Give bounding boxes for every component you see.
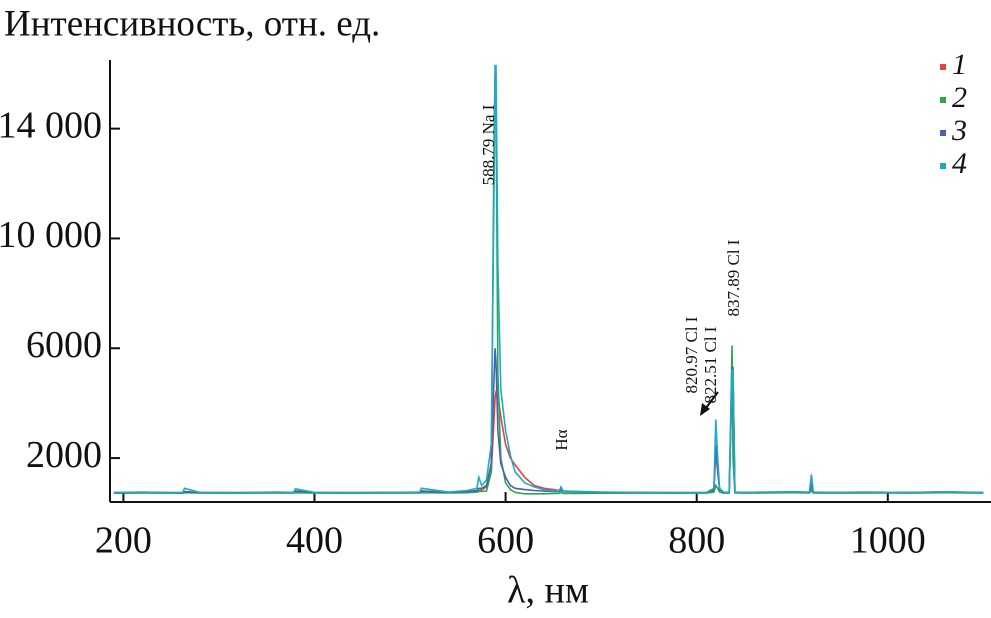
x-tick-label: 200 (95, 520, 152, 562)
spectrum-line (113, 73, 984, 495)
x-tick-label: 800 (668, 520, 725, 562)
spectrum-line (113, 348, 984, 494)
annotation: 588.79 Na I (479, 104, 498, 185)
chart-title: Интенсивность, отн. ед. (4, 3, 380, 44)
arrow (705, 391, 719, 409)
y-tick-label: 14 000 (0, 104, 102, 146)
arrow-head (700, 403, 710, 416)
annotation: 837.89 Cl I (724, 239, 743, 316)
spectrum-line (113, 64, 984, 494)
x-tick-label: 400 (286, 520, 343, 562)
x-tick-label: 600 (477, 520, 534, 562)
spectrum-line (113, 374, 984, 494)
legend-swatch (940, 97, 946, 103)
y-tick-label: 2000 (26, 434, 102, 476)
x-axis-label: λ, нм (507, 570, 589, 612)
legend-swatch (940, 163, 946, 169)
legend-swatch (940, 64, 946, 70)
x-tick-label: 1000 (850, 520, 926, 562)
annotation: Hα (552, 429, 571, 450)
annotation: 820.97 Cl I (682, 316, 701, 393)
legend-label: 1 (952, 48, 967, 81)
legend-label: 2 (952, 81, 967, 114)
y-tick-label: 6000 (26, 324, 102, 366)
y-tick-label: 10 000 (0, 214, 102, 256)
legend-label: 4 (952, 147, 967, 180)
legend-swatch (940, 130, 946, 136)
annotation: 822.51 Cl I (701, 326, 720, 403)
legend-label: 3 (951, 114, 967, 147)
